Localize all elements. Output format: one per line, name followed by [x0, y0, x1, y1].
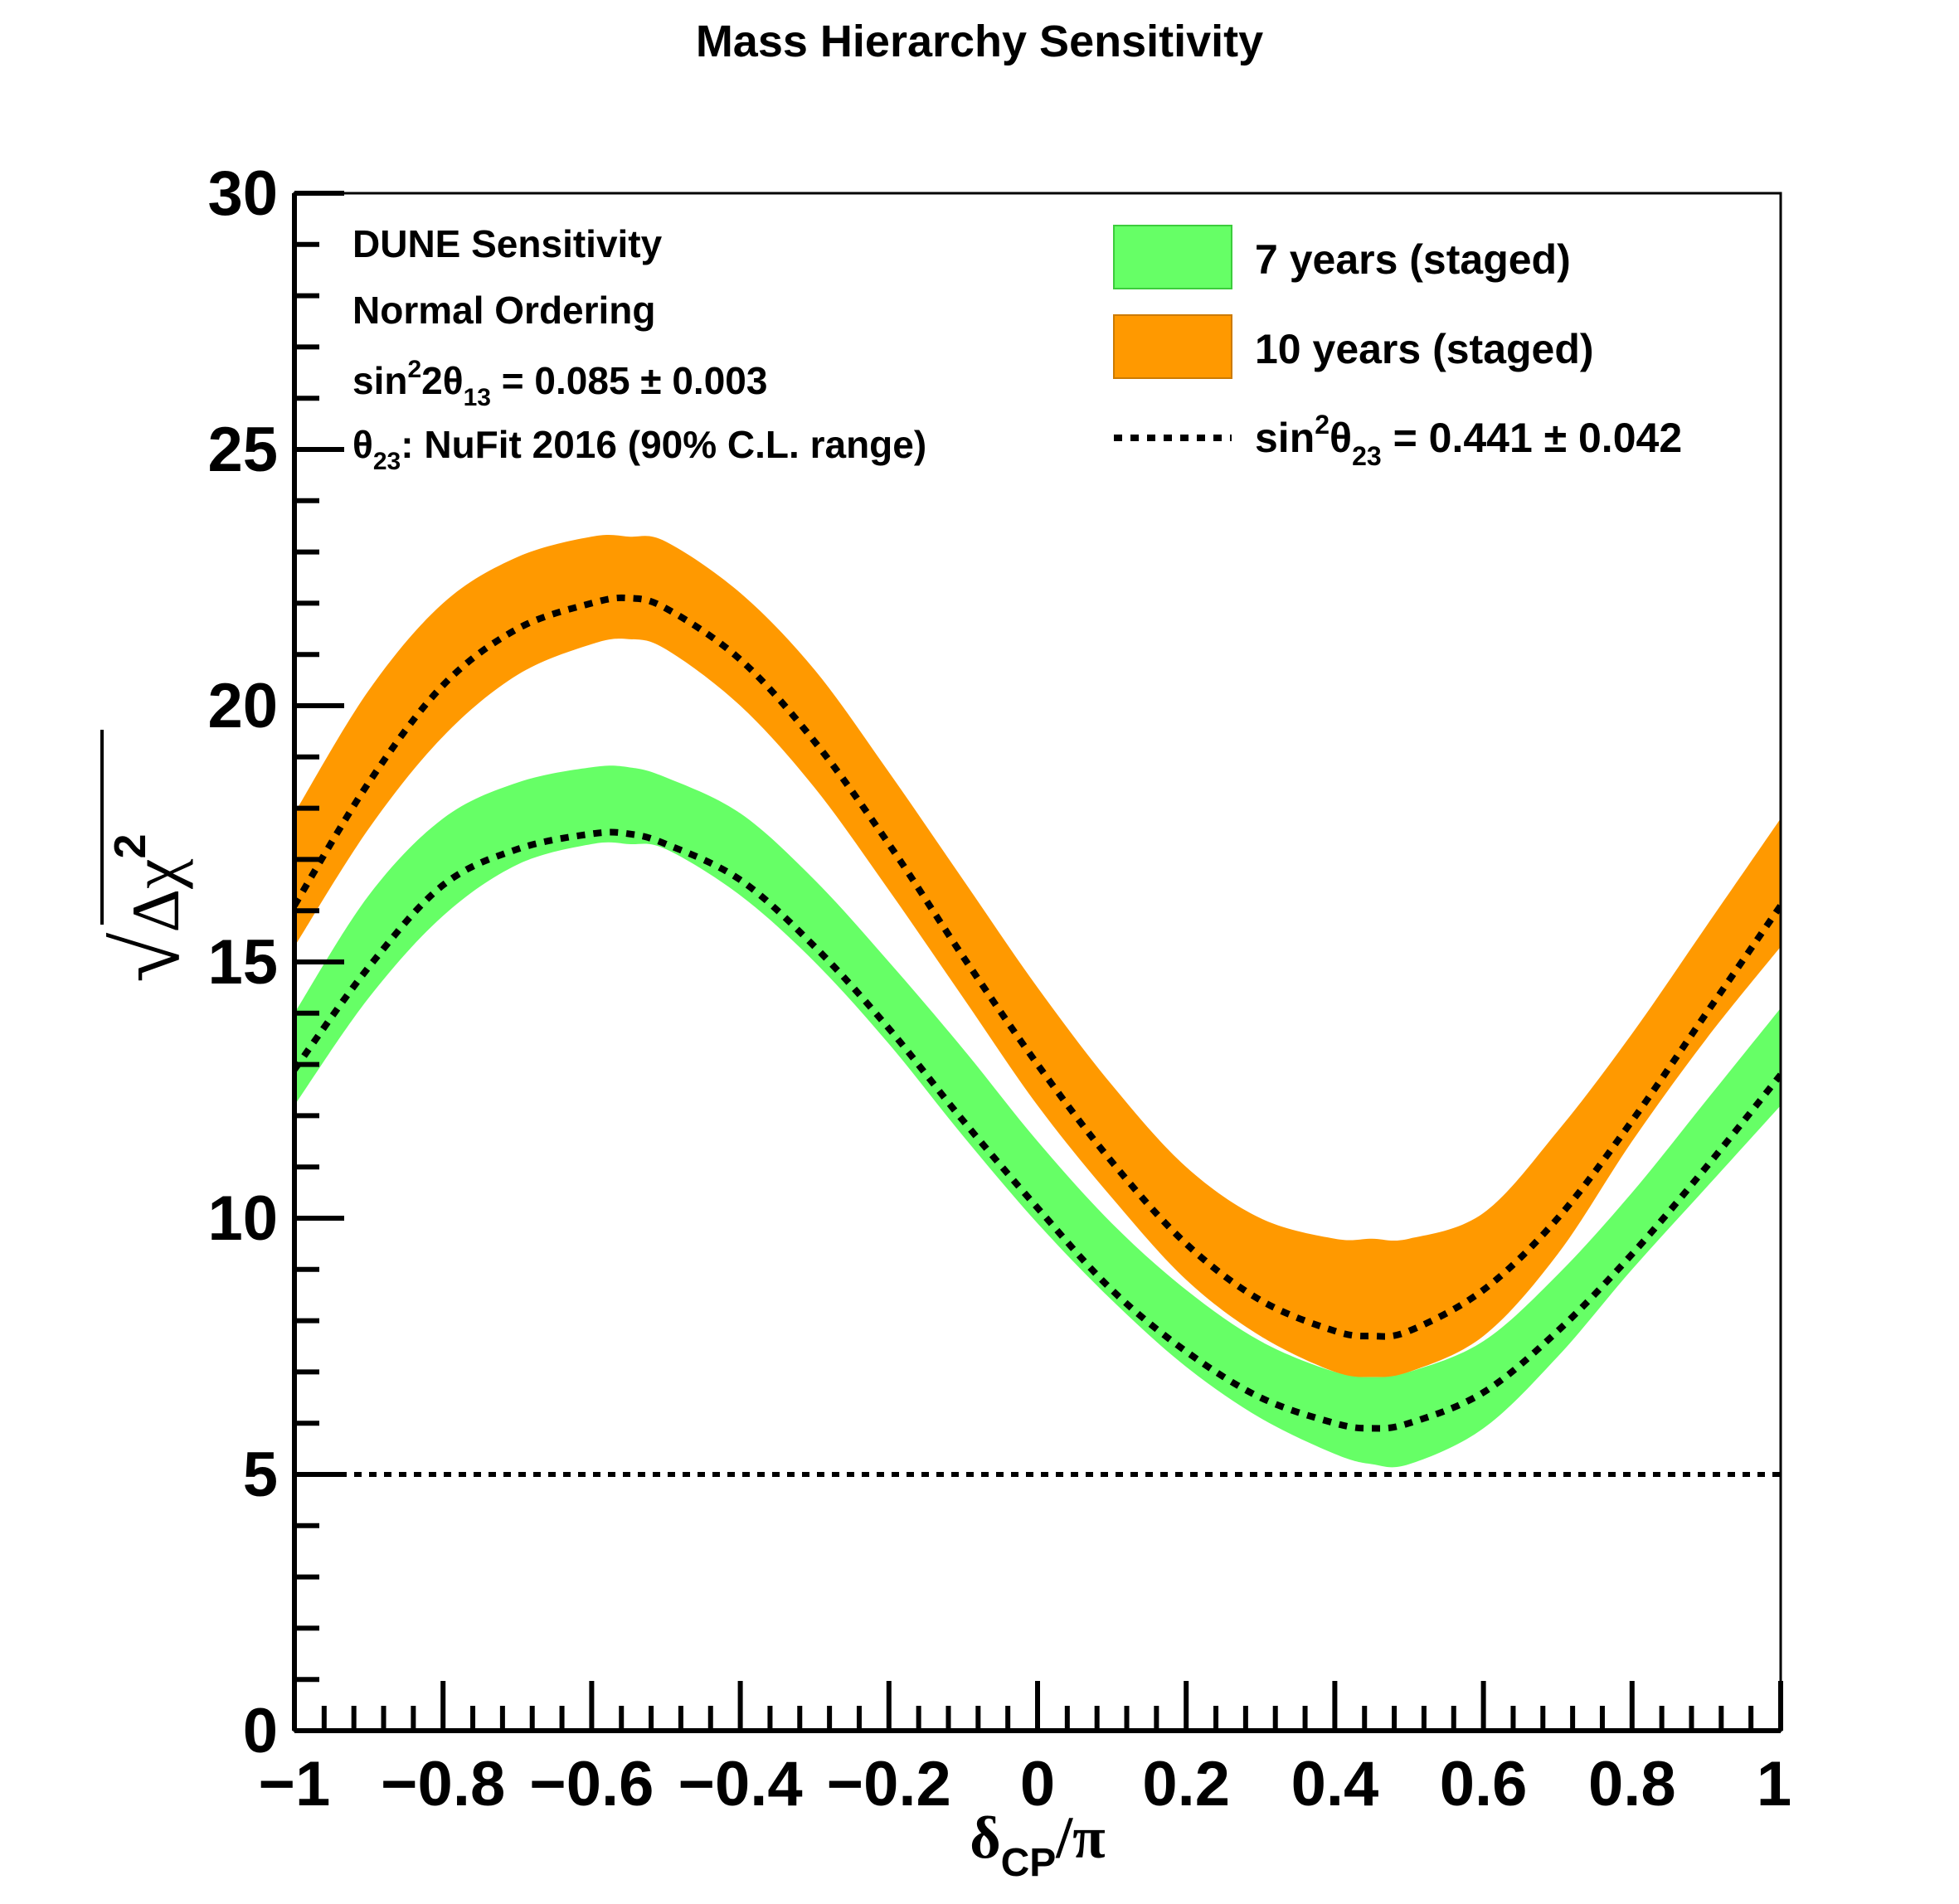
y-tick-label: 10	[207, 1183, 278, 1254]
y-tick-label: 0	[243, 1696, 278, 1766]
tick-labels-layer: 0 5 10 15 20 25 30 −1 −0.8 −0.6 −0.4 −0.2 0 0.2 0.4 0.6…	[207, 158, 1791, 1819]
x-tick-label: 0.2	[1142, 1749, 1230, 1819]
curves-layer	[294, 594, 1781, 1432]
legend-label-10yr: 10 years (staged)	[1255, 326, 1594, 372]
y-axis-title: √Δχ2	[97, 730, 198, 983]
annotation-block: DUNE Sensitivity Normal Ordering sin22θ1…	[352, 222, 926, 475]
bands-layer	[294, 534, 1781, 1468]
x-tick-label: 0	[1020, 1749, 1055, 1819]
y-axis-title-text: √Δχ2	[97, 833, 198, 983]
legend-label-theta23: sin2θ23 = 0.441 ± 0.042	[1255, 410, 1682, 471]
annotation-line-1: DUNE Sensitivity	[352, 222, 663, 265]
band-7yr	[294, 765, 1781, 1468]
y-tick-label: 15	[207, 927, 278, 998]
y-tick-label: 25	[207, 415, 278, 485]
y-tick-label: 30	[207, 158, 278, 229]
legend: 7 years (staged) 10 years (staged) sin2θ…	[1113, 225, 1682, 471]
legend-swatch-7yr	[1113, 225, 1232, 289]
x-tick-label: 0.8	[1588, 1749, 1676, 1819]
x-tick-label: −1	[259, 1749, 331, 1819]
annotation-line-4: θ23: NuFit 2016 (90% C.L. range)	[352, 423, 926, 475]
legend-swatch-10yr	[1113, 314, 1232, 379]
ticks-layer	[292, 191, 1783, 1733]
x-tick-label: 1	[1757, 1749, 1791, 1819]
y-tick-label: 5	[243, 1440, 278, 1510]
x-tick-label: 0.4	[1291, 1749, 1379, 1819]
annotation-line-3: sin22θ13 = 0.085 ± 0.003	[352, 356, 767, 411]
band-10yr	[294, 534, 1781, 1377]
x-axis-title: δCP/π	[970, 1804, 1106, 1885]
annotation-line-2: Normal Ordering	[352, 289, 656, 332]
chart-title: Mass Hierarchy Sensitivity	[696, 17, 1263, 66]
center-curve-7yr	[294, 828, 1781, 1432]
x-tick-label: −0.4	[678, 1749, 803, 1819]
x-tick-label: −0.8	[381, 1749, 505, 1819]
x-tick-label: 0.6	[1440, 1749, 1528, 1819]
x-tick-label: −0.6	[529, 1749, 654, 1819]
legend-label-7yr: 7 years (staged)	[1255, 236, 1571, 283]
x-tick-label: −0.2	[827, 1749, 951, 1819]
y-tick-label: 20	[207, 671, 278, 741]
